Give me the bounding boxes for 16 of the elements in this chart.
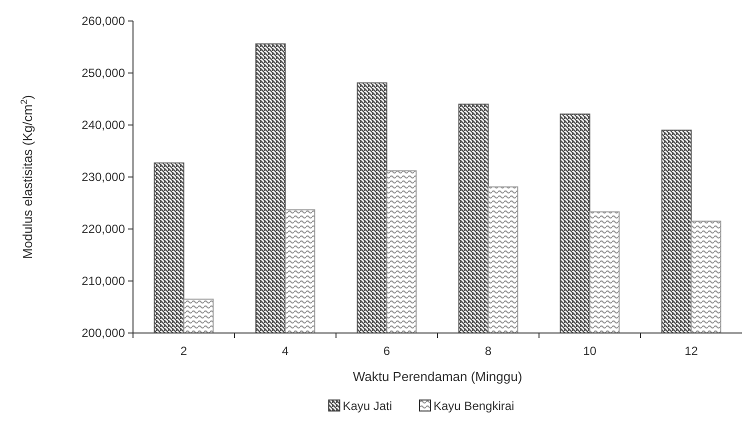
y-tick-label: 200,000: [82, 326, 126, 340]
y-tick-label: 230,000: [82, 170, 126, 184]
x-tick-label: 10: [583, 344, 597, 358]
x-tick-label: 8: [484, 344, 492, 358]
y-tick-label: 250,000: [82, 66, 126, 80]
x-tick-label: 2: [180, 344, 188, 358]
y-tick-label: 220,000: [82, 222, 126, 236]
y-tick-label: 240,000: [82, 118, 126, 132]
legend-label: Kayu Jati: [342, 399, 392, 414]
x-tick-label: 12: [684, 344, 698, 358]
legend-label: Kayu Bengkirai: [434, 399, 514, 414]
x-axis-title: Waktu Perendaman (Minggu): [352, 369, 522, 384]
y-tick-label: 210,000: [82, 274, 126, 288]
x-tick-label: 4: [282, 344, 289, 358]
x-tick-label: 6: [383, 344, 390, 358]
y-tick-label: 260,000: [82, 14, 126, 28]
